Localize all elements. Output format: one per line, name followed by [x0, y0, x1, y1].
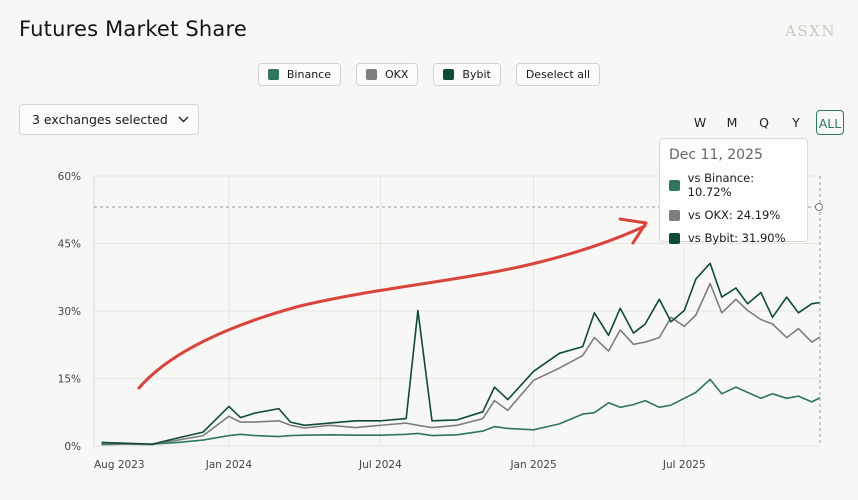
y-tick-label: 15%: [58, 374, 81, 386]
deselect-all-button[interactable]: Deselect all: [515, 63, 601, 86]
y-tick-label: 45%: [58, 239, 81, 251]
bybit-swatch-icon: [669, 232, 680, 244]
x-tick-label: Jul 2024: [358, 459, 402, 471]
series-legend: Binance OKX Bybit Deselect all: [0, 63, 858, 86]
chevron-down-icon: [178, 113, 189, 126]
tooltip-date: Dec 11, 2025: [669, 147, 763, 163]
legend-toggle-okx[interactable]: OKX: [355, 63, 419, 86]
range-tab-m[interactable]: M: [726, 115, 738, 130]
legend-toggle-bybit[interactable]: Bybit: [433, 63, 501, 86]
x-tick-label: Aug 2023: [94, 459, 145, 471]
legend-label: Binance: [286, 68, 331, 81]
tooltip-value: vs Bybit: 31.90%: [688, 231, 786, 245]
series-line-binance: [101, 378, 821, 446]
exchange-selector-label: 3 exchanges selected: [32, 112, 168, 127]
legend-label: OKX: [384, 68, 409, 81]
time-range-tabs: W M Q Y ALL: [684, 110, 844, 135]
y-tick-label: 0%: [64, 441, 81, 453]
range-tab-all[interactable]: ALL: [816, 110, 844, 135]
tooltip-value: vs Binance: 10.72%: [687, 171, 755, 199]
bybit-swatch-icon: [443, 69, 455, 80]
red-arrow-head: [618, 217, 648, 245]
x-tick-label: Jul 2025: [662, 459, 706, 471]
binance-swatch-icon: [669, 179, 680, 191]
series-line-okx: [101, 282, 821, 446]
x-tick-label: Jan 2025: [509, 459, 556, 471]
legend-toggle-binance[interactable]: Binance: [257, 63, 341, 86]
hover-tooltip: Dec 11, 2025 vs Binance: 10.72% vs OKX: …: [659, 138, 808, 245]
range-tab-w[interactable]: W: [693, 115, 707, 130]
okx-swatch-icon: [669, 209, 680, 221]
red-arrow-shaft: [137, 224, 647, 390]
range-tab-q[interactable]: Q: [759, 115, 769, 130]
legend-label: Bybit: [462, 68, 491, 81]
tooltip-row-bybit: vs Bybit: 31.90%: [669, 231, 798, 245]
range-tab-y[interactable]: Y: [792, 115, 800, 130]
crosshair-marker: [815, 203, 823, 211]
deselect-all-label: Deselect all: [525, 68, 591, 81]
binance-swatch-icon: [267, 69, 279, 80]
brand-logo: ASXN: [785, 22, 836, 40]
page-title: Futures Market Share: [19, 17, 247, 41]
exchange-selector[interactable]: 3 exchanges selected: [19, 104, 199, 135]
tooltip-row-okx: vs OKX: 24.19%: [669, 208, 798, 222]
x-tick-label: Jan 2024: [205, 459, 253, 471]
tooltip-row-binance: vs Binance: 10.72%: [669, 171, 798, 199]
y-tick-label: 30%: [58, 306, 81, 318]
tooltip-value: vs OKX: 24.19%: [688, 208, 781, 222]
y-tick-label: 60%: [58, 171, 81, 183]
series-line-bybit: [101, 262, 821, 446]
okx-swatch-icon: [365, 69, 377, 80]
